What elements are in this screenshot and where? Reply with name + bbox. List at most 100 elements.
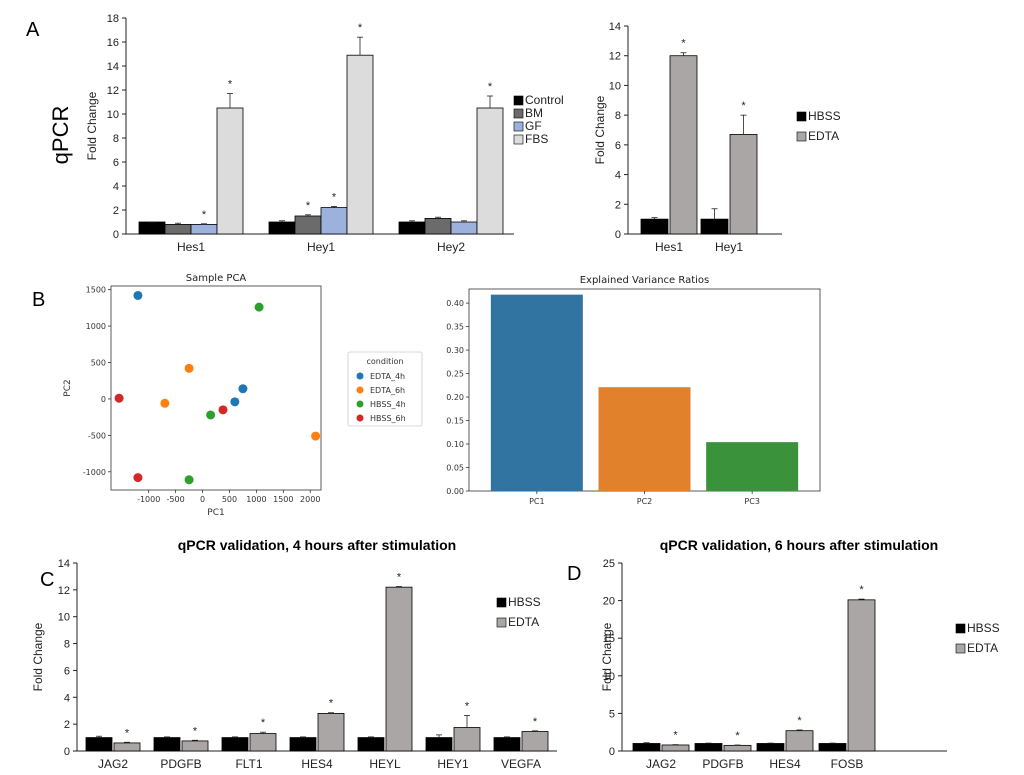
category-label: Hey2 bbox=[437, 240, 465, 254]
x-tick-label: 1000 bbox=[246, 495, 266, 504]
bar bbox=[425, 737, 453, 752]
scatter-point bbox=[133, 473, 143, 483]
bar bbox=[138, 221, 166, 235]
y-axis-label: Fold Change bbox=[31, 622, 45, 691]
y-tick-label: 0 bbox=[609, 746, 615, 758]
bar bbox=[669, 55, 698, 235]
bar bbox=[320, 207, 348, 235]
significance-star: * bbox=[358, 22, 363, 34]
scatter-point bbox=[206, 410, 216, 420]
y-tick-label: 0.20 bbox=[446, 393, 464, 402]
legend-label: GF bbox=[525, 119, 542, 133]
bar bbox=[289, 737, 317, 752]
x-axis-label: PC1 bbox=[207, 508, 224, 518]
bar bbox=[317, 713, 345, 752]
bar bbox=[385, 586, 413, 752]
y-tick-label: 16 bbox=[107, 37, 119, 49]
y-tick-label: 2 bbox=[64, 719, 70, 731]
scatter-point bbox=[184, 475, 194, 485]
legend-label: EDTA bbox=[808, 129, 839, 143]
significance-star: * bbox=[397, 572, 402, 584]
significance-star: * bbox=[741, 100, 746, 112]
bar bbox=[756, 743, 785, 752]
scatter-point bbox=[160, 398, 170, 408]
bar bbox=[493, 737, 521, 752]
y-tick-label: 500 bbox=[91, 359, 106, 368]
y-tick-label: 0.00 bbox=[446, 487, 464, 496]
scatter-point bbox=[218, 405, 228, 415]
y-tick-label: 1000 bbox=[86, 322, 106, 331]
x-tick-label: 2000 bbox=[300, 495, 320, 504]
y-tick-label: 0 bbox=[113, 229, 119, 241]
y-tick-label: 4 bbox=[64, 692, 70, 704]
chart-b1-sample-pca-scatter: Sample PCA -1000 -500 0 500 1000 1500 2000 -1000… bbox=[63, 273, 423, 518]
legend-marker bbox=[356, 414, 364, 422]
category-label: HEYL bbox=[369, 757, 401, 771]
bar bbox=[268, 221, 296, 235]
x-tick-label: PC2 bbox=[637, 497, 653, 506]
category-label: Hes1 bbox=[177, 240, 205, 254]
x-tick-label: PC1 bbox=[529, 497, 545, 506]
significance-star: * bbox=[533, 716, 538, 728]
legend-marker bbox=[356, 386, 364, 394]
legend-label: EDTA bbox=[967, 641, 998, 655]
bar bbox=[216, 107, 244, 235]
chart-b2-explained-variance-bars: Explained Variance Ratios 0.00 0.05 0.10 0.1… bbox=[446, 275, 821, 506]
y-tick-label: 6 bbox=[113, 157, 119, 169]
y-tick-label: 5 bbox=[609, 708, 615, 720]
legend-label: HBSS bbox=[808, 109, 841, 123]
legend-swatch bbox=[496, 597, 507, 608]
plot-frame bbox=[110, 285, 322, 491]
chart-a2-fold-change-bars: 0 2 4 6 8 10 12 14 Fold Change Hes1 * Hey1 * HBSS EDTA bbox=[593, 21, 841, 254]
y-tick-label: 10 bbox=[58, 612, 70, 624]
significance-star: * bbox=[329, 698, 334, 710]
y-tick-label: 0.40 bbox=[446, 299, 464, 308]
legend-swatch bbox=[496, 617, 507, 628]
y-tick-label: 14 bbox=[609, 21, 621, 33]
chart-title: qPCR validation, 6 hours after stimulati… bbox=[660, 537, 938, 553]
legend-swatch bbox=[513, 121, 524, 132]
x-tick-label: PC3 bbox=[744, 497, 760, 506]
legend-label: Control bbox=[525, 93, 564, 107]
category-label: Hey1 bbox=[307, 240, 335, 254]
y-tick-label: 12 bbox=[58, 585, 70, 597]
y-tick-label: 0 bbox=[101, 395, 106, 404]
bar bbox=[818, 743, 847, 752]
y-tick-label: 0 bbox=[615, 229, 621, 241]
legend-label: EDTA bbox=[508, 615, 539, 629]
legend-swatch bbox=[796, 131, 807, 142]
legend-title: condition bbox=[367, 357, 404, 366]
significance-star: * bbox=[681, 38, 686, 50]
y-axis-label: Fold Change bbox=[593, 95, 607, 164]
x-tick-label: 0 bbox=[200, 495, 205, 504]
x-tick-label: -1000 bbox=[137, 495, 160, 504]
y-tick-label: 15 bbox=[603, 633, 615, 645]
bar bbox=[490, 294, 583, 491]
bar bbox=[640, 218, 669, 235]
significance-star: * bbox=[125, 727, 130, 739]
category-label: JAG2 bbox=[98, 757, 128, 771]
panel-label-d: D bbox=[567, 563, 581, 585]
legend-label: EDTA_4h bbox=[370, 372, 405, 381]
scatter-point bbox=[311, 431, 321, 441]
legend-label: FBS bbox=[525, 132, 548, 146]
bar bbox=[357, 737, 385, 752]
legend-label: BM bbox=[525, 106, 543, 120]
bar bbox=[476, 107, 504, 235]
category-label: Hey1 bbox=[715, 240, 743, 254]
legend-swatch bbox=[513, 134, 524, 145]
x-tick-label: -500 bbox=[167, 495, 185, 504]
significance-star: * bbox=[228, 79, 233, 91]
bar bbox=[190, 223, 218, 235]
category-label: HES4 bbox=[769, 757, 801, 771]
bar bbox=[598, 387, 691, 491]
panel-label-c: C bbox=[40, 569, 54, 591]
bar bbox=[346, 54, 374, 235]
legend-box bbox=[347, 351, 423, 427]
y-tick-label: 4 bbox=[615, 170, 621, 182]
legend-swatch bbox=[955, 623, 966, 634]
scatter-point bbox=[230, 397, 240, 407]
y-tick-label: 14 bbox=[107, 61, 119, 73]
y-tick-label: 0.10 bbox=[446, 440, 464, 449]
bar bbox=[661, 744, 690, 752]
